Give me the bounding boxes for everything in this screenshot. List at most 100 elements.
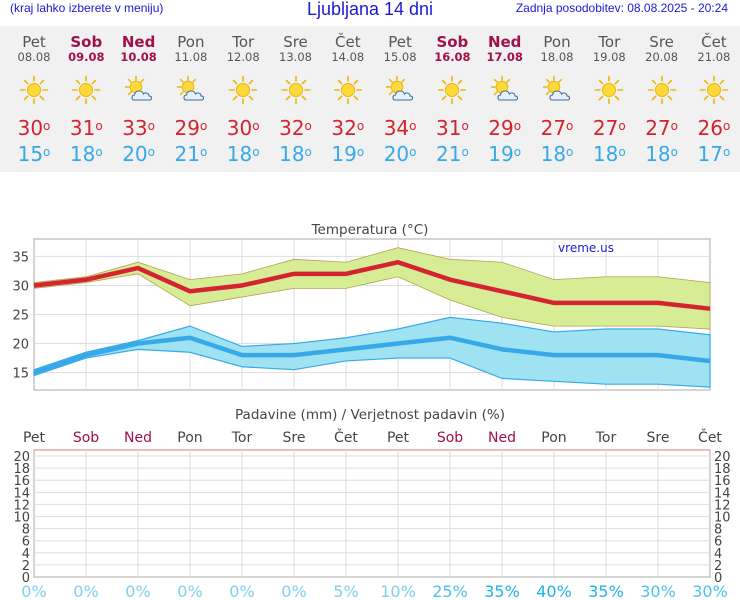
max-temperature-range-band xyxy=(33,247,711,330)
day-date: 08.08 xyxy=(17,50,51,64)
min-temperature: 19o xyxy=(488,142,522,166)
max-temperature: 31o xyxy=(69,116,103,140)
forecast-day: Čet 14.08 32o 19o xyxy=(322,26,374,166)
y-tick-label: 25 xyxy=(12,309,29,324)
forecast-day: Ned 17.08 29o 19o xyxy=(479,26,531,166)
x-tick-label: Čet xyxy=(334,428,358,446)
y-tick-label: 35 xyxy=(12,250,29,265)
y-tick-label-right: 8 xyxy=(714,523,722,538)
header-bar: (kraj lahko izberete v meniju) Ljubljana… xyxy=(0,0,740,20)
x-tick-label: Pon xyxy=(541,430,566,446)
x-tick-label: Sre xyxy=(283,430,306,446)
sun-icon xyxy=(647,75,677,105)
temperature-chart-title: Temperatura (°C) xyxy=(311,222,429,238)
x-tick-label: Tor xyxy=(595,430,617,446)
page-title: Ljubljana 14 dni xyxy=(306,0,434,19)
day-name: Tor xyxy=(232,33,255,51)
x-tick-label: Sob xyxy=(73,430,99,446)
max-temperature: 30o xyxy=(226,116,260,140)
forecast-day: Sob 09.08 31o 18o xyxy=(60,26,112,166)
min-temperature: 20o xyxy=(122,142,155,166)
min-temperature-range-band xyxy=(33,316,711,388)
min-temperature: 18o xyxy=(226,142,260,166)
forecast-day: Pon 11.08 29o 21o xyxy=(165,26,217,166)
min-temperature: 17o xyxy=(697,142,731,166)
min-temperature-line xyxy=(33,335,711,375)
precipitation-probability-label: 30% xyxy=(640,582,676,600)
sun-cloud-icon xyxy=(542,75,572,105)
precipitation-probability-label: 0% xyxy=(73,582,98,600)
sun-cloud-icon xyxy=(176,75,206,105)
day-date: 11.08 xyxy=(174,50,208,64)
day-name: Sob xyxy=(436,33,469,51)
day-name: Pet xyxy=(388,33,412,51)
x-tick-label: Tor xyxy=(231,430,253,446)
y-tick-label-left: 20 xyxy=(13,450,30,465)
max-temperature: 27o xyxy=(540,116,574,140)
x-tick-label: Sre xyxy=(647,430,670,446)
y-tick-label-right: 20 xyxy=(714,450,731,465)
y-tick-label-left: 12 xyxy=(13,498,30,513)
forecast-day: Tor 12.08 30o 18o xyxy=(217,26,269,166)
min-temperature: 18o xyxy=(279,142,312,166)
forecast-day: Čet 21.08 26o 17o xyxy=(688,26,740,166)
y-tick-label-left: 14 xyxy=(13,486,30,501)
day-date: 14.08 xyxy=(331,50,365,64)
max-temperature: 34o xyxy=(383,116,417,140)
day-name: Pon xyxy=(543,33,571,51)
y-tick-label-right: 2 xyxy=(714,559,722,574)
forecast-day: Ned 10.08 33o 20o xyxy=(113,26,165,166)
precipitation-probability-label: 0% xyxy=(229,582,254,600)
forecast-day: Pet 08.08 30o 15o xyxy=(8,26,60,166)
day-date: 19.08 xyxy=(592,50,626,64)
forecast-day: Sob 16.08 31o 21o xyxy=(426,26,478,166)
sun-icon xyxy=(228,75,258,105)
forecast-day: Sre 20.08 27o 18o xyxy=(636,26,688,166)
day-name: Čet xyxy=(335,33,361,51)
precipitation-probability-label: 0% xyxy=(177,582,202,600)
precipitation-probability-label: 35% xyxy=(484,582,520,600)
min-temperature: 18o xyxy=(645,142,678,166)
y-tick-label-left: 6 xyxy=(22,535,30,550)
precipitation-probability-label: 0% xyxy=(21,582,46,600)
day-name: Pon xyxy=(177,33,205,51)
x-tick-label: Ned xyxy=(488,430,516,446)
max-temperature: 33o xyxy=(122,116,155,140)
watermark-label: vreme.us xyxy=(558,241,614,255)
y-tick-label-right: 16 xyxy=(714,474,731,489)
min-temperature: 18o xyxy=(592,142,626,166)
x-tick-label: Pet xyxy=(23,430,46,446)
max-temperature: 32o xyxy=(331,116,365,140)
day-date: 18.08 xyxy=(540,50,574,64)
day-name: Čet xyxy=(701,33,727,51)
day-date: 12.08 xyxy=(226,50,260,64)
min-temperature: 18o xyxy=(69,142,103,166)
precipitation-probability-label: 30% xyxy=(692,582,728,600)
day-name: Ned xyxy=(121,33,156,51)
precipitation-probability-label: 35% xyxy=(588,582,624,600)
max-temperature: 31o xyxy=(435,116,469,140)
day-name: Sre xyxy=(283,33,308,51)
x-tick-label: Ned xyxy=(124,430,152,446)
sun-cloud-icon xyxy=(385,75,415,105)
y-tick-label-right: 10 xyxy=(714,511,731,526)
max-temperature: 29o xyxy=(488,116,522,140)
y-tick-label-left: 2 xyxy=(22,559,30,574)
day-name: Tor xyxy=(598,33,621,51)
daily-forecast-strip: Pet 08.08 30o 15o Sob 09.08 31o 18o Ned 10.08 33o 2… xyxy=(0,26,740,172)
day-name: Sob xyxy=(70,33,103,51)
precipitation-probability-label: 5% xyxy=(333,582,358,600)
temperature-precipitation-chart: Temperatura (°C)1520253035vreme.usPadavi… xyxy=(12,222,731,600)
max-temperature-line xyxy=(33,259,711,311)
day-date: 21.08 xyxy=(697,50,731,64)
day-date: 09.08 xyxy=(68,50,105,64)
max-temperature: 32o xyxy=(279,116,312,140)
precipitation-chart-title: Padavine (mm) / Verjetnost padavin (%) xyxy=(235,407,505,423)
y-tick-label-left: 18 xyxy=(13,462,30,477)
max-temperature: 29o xyxy=(174,116,208,140)
forecast-day: Pon 18.08 27o 18o xyxy=(531,26,583,166)
min-temperature: 20o xyxy=(383,142,417,166)
sun-icon xyxy=(71,75,101,105)
y-tick-label-right: 14 xyxy=(714,486,731,501)
y-tick-label-left: 8 xyxy=(22,523,30,538)
